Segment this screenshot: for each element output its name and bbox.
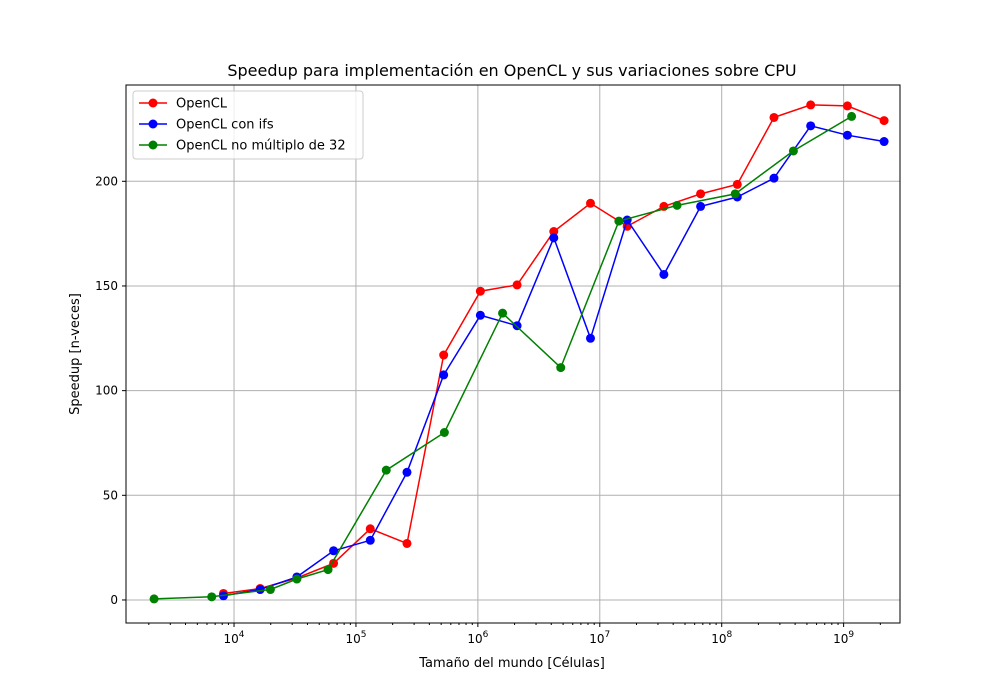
data-point-opencl	[769, 112, 779, 122]
legend-marker	[148, 140, 158, 150]
data-point-opencl-no-m-ltiplo-de-32	[498, 308, 508, 318]
data-point-opencl-con-ifs	[769, 173, 779, 183]
data-point-opencl-con-ifs	[879, 137, 889, 147]
data-point-opencl-con-ifs	[549, 233, 559, 243]
y-axis-label: Speedup [n-veces]	[68, 293, 83, 415]
data-point-opencl	[549, 227, 559, 237]
data-point-opencl	[365, 524, 375, 534]
data-point-opencl-no-m-ltiplo-de-32	[207, 592, 217, 602]
data-point-opencl-no-m-ltiplo-de-32	[614, 216, 624, 226]
data-point-opencl-no-m-ltiplo-de-32	[788, 146, 798, 156]
x-tick-base: 10	[711, 632, 726, 646]
y-tick-label: 200	[95, 174, 118, 188]
data-point-opencl	[696, 189, 706, 199]
x-tick-exponent: 7	[605, 630, 611, 640]
data-point-opencl	[879, 116, 889, 126]
data-point-opencl-no-m-ltiplo-de-32	[730, 189, 740, 199]
legend-label: OpenCL no múltiplo de 32	[176, 139, 346, 154]
data-point-opencl-no-m-ltiplo-de-32	[265, 585, 275, 595]
data-point-opencl-no-m-ltiplo-de-32	[672, 200, 682, 210]
x-tick-label: 106	[467, 630, 488, 646]
legend-marker	[148, 119, 158, 129]
data-point-opencl-con-ifs	[329, 546, 339, 556]
data-point-opencl-con-ifs	[365, 535, 375, 545]
data-point-opencl-con-ifs	[255, 585, 265, 595]
legend-box	[132, 90, 364, 160]
x-tick-base: 10	[224, 632, 239, 646]
x-tick-exponent: 4	[239, 630, 245, 640]
data-point-opencl-con-ifs	[842, 130, 852, 140]
y-tick-label: 50	[103, 488, 118, 502]
data-point-opencl	[842, 101, 852, 111]
x-tick-base: 10	[467, 632, 482, 646]
legend: OpenCL OpenCL con ifs OpenCL no múltiplo d…	[132, 90, 364, 160]
x-tick-label: 109	[833, 630, 854, 646]
grid-layer	[126, 85, 900, 623]
x-tick-exponent: 9	[848, 630, 854, 640]
chart-title: Speedup para implementación en OpenCL y …	[227, 61, 796, 80]
x-tick-label: 108	[711, 630, 732, 646]
x-tick-exponent: 8	[726, 630, 732, 640]
data-point-opencl-no-m-ltiplo-de-32	[847, 111, 857, 121]
series-layer	[149, 100, 889, 604]
x-axis-label: Tamaño del mundo [Células]	[418, 656, 605, 671]
data-point-opencl-no-m-ltiplo-de-32	[292, 574, 302, 584]
data-point-opencl-con-ifs	[439, 370, 449, 380]
data-point-opencl-con-ifs	[659, 269, 669, 279]
data-point-opencl	[402, 538, 412, 548]
x-tick-label: 104	[224, 630, 245, 646]
data-point-opencl-con-ifs	[806, 121, 816, 131]
series-line-opencl-no-m-ltiplo-de-32	[154, 115, 852, 600]
data-point-opencl-con-ifs	[585, 333, 595, 343]
x-tick-base: 10	[345, 632, 360, 646]
data-point-opencl	[329, 558, 339, 568]
x-tick-base: 10	[833, 632, 848, 646]
x-tick-label: 107	[589, 630, 610, 646]
data-point-opencl-con-ifs	[402, 467, 412, 477]
data-point-opencl	[732, 179, 742, 189]
x-tick-exponent: 6	[483, 630, 489, 640]
data-point-opencl	[439, 350, 449, 360]
legend-marker	[148, 98, 158, 108]
y-tick-label: 0	[110, 593, 118, 607]
x-tick-base: 10	[589, 632, 604, 646]
data-point-opencl-con-ifs	[696, 201, 706, 211]
data-point-opencl	[512, 280, 522, 290]
data-point-opencl-no-m-ltiplo-de-32	[149, 594, 159, 604]
data-point-opencl	[475, 286, 485, 296]
x-tick-exponent: 5	[361, 630, 367, 640]
data-point-opencl-no-m-ltiplo-de-32	[323, 565, 333, 575]
legend-label: OpenCL con ifs	[176, 118, 274, 133]
y-tick-label: 150	[95, 279, 118, 293]
legend-label: OpenCL	[176, 97, 228, 112]
data-point-opencl-con-ifs	[475, 310, 485, 320]
plot-frame	[125, 84, 901, 624]
data-point-opencl-no-m-ltiplo-de-32	[381, 465, 391, 475]
x-tick-label: 105	[345, 630, 366, 646]
y-tick-label: 100	[95, 384, 118, 398]
data-point-opencl	[806, 100, 816, 110]
data-point-opencl	[585, 198, 595, 208]
data-point-opencl-no-m-ltiplo-de-32	[439, 428, 449, 438]
data-point-opencl-no-m-ltiplo-de-32	[556, 363, 566, 373]
